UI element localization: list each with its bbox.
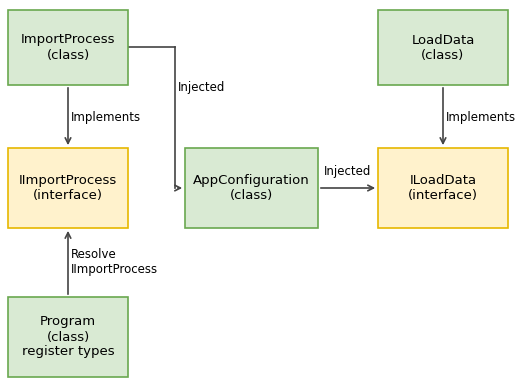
Text: LoadData
(class): LoadData (class): [412, 34, 475, 62]
Text: AppConfiguration
(class): AppConfiguration (class): [193, 174, 310, 202]
FancyBboxPatch shape: [8, 148, 128, 228]
Text: Program
(class)
register types: Program (class) register types: [22, 315, 114, 358]
Text: Injected: Injected: [178, 80, 225, 94]
FancyBboxPatch shape: [185, 148, 318, 228]
Text: ILoadData
(interface): ILoadData (interface): [408, 174, 478, 202]
Text: ImportProcess
(class): ImportProcess (class): [21, 34, 115, 62]
Text: IImportProcess
(interface): IImportProcess (interface): [19, 174, 117, 202]
FancyBboxPatch shape: [8, 10, 128, 85]
FancyBboxPatch shape: [8, 297, 128, 377]
FancyBboxPatch shape: [378, 148, 508, 228]
Text: Implements: Implements: [71, 111, 141, 125]
FancyBboxPatch shape: [378, 10, 508, 85]
Text: Injected: Injected: [324, 165, 372, 178]
Text: Resolve
IImportProcess: Resolve IImportProcess: [71, 248, 158, 276]
Text: Implements: Implements: [446, 111, 516, 125]
